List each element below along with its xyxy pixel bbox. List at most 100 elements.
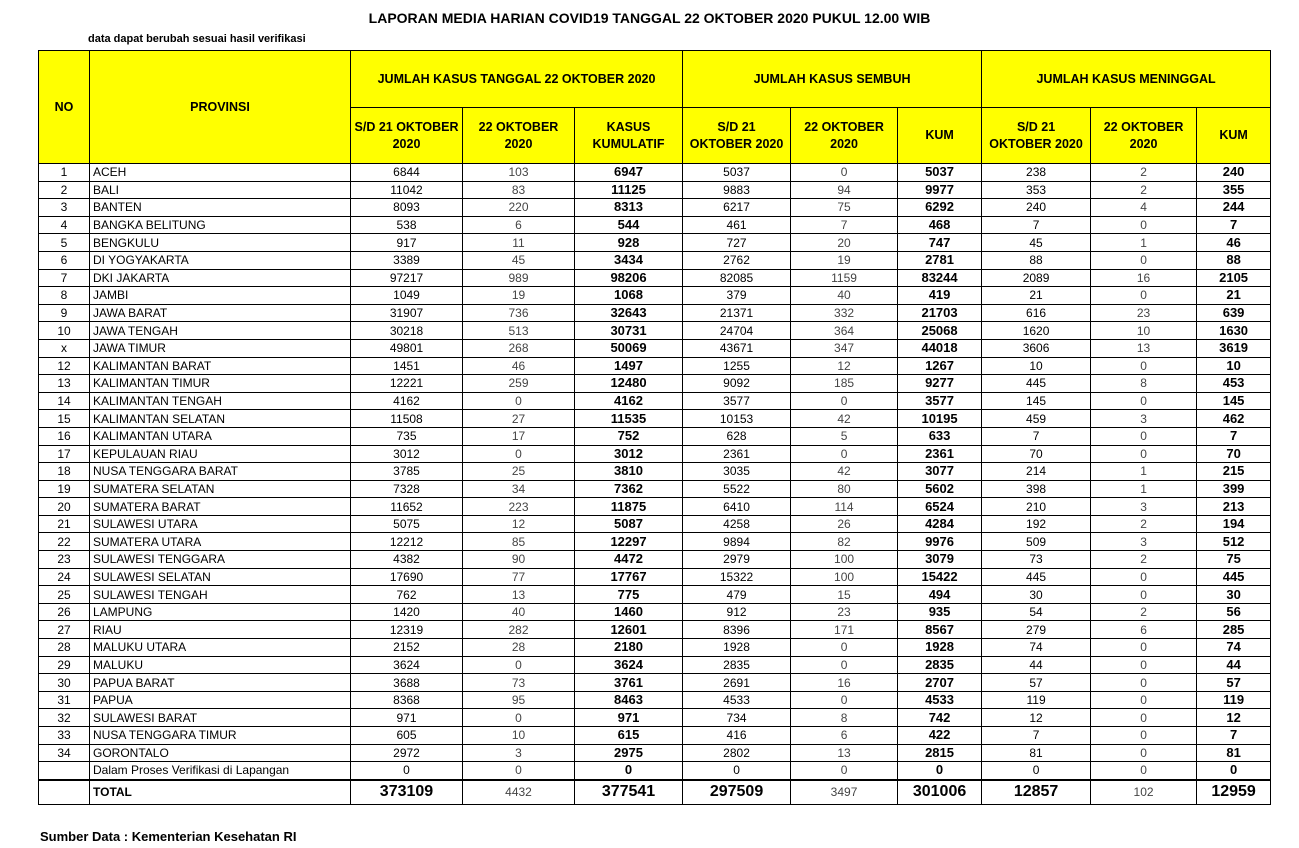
table-cell: 2 (1090, 514, 1198, 534)
table-cell: 0 (790, 655, 899, 675)
table-cell: 3688 (350, 673, 463, 692)
table-cell: 12601 (573, 620, 684, 640)
table-cell: 21371 (682, 303, 792, 323)
table-cell: 2089 (981, 268, 1092, 288)
table-cell: SUMATERA BARAT (89, 497, 351, 516)
table-cell: 1620 (981, 321, 1092, 340)
table-cell: 416 (682, 726, 792, 745)
table-cell: 6 (790, 726, 899, 745)
column-header: 22 OKTOBER 2020 (1090, 107, 1198, 164)
table-cell: 971 (350, 708, 463, 727)
table-cell: 1 (1090, 479, 1198, 499)
table-cell: 2 (1090, 180, 1198, 200)
table-cell: 95 (462, 690, 575, 710)
table-row: 13 KALIMANTAN TIMUR 12221 259 12480 9092 185 92… (38, 374, 1272, 393)
table-cell: 8368 (350, 690, 463, 710)
table-cell: SUMATERA SELATAN (89, 479, 351, 499)
table-cell: 28 (462, 638, 575, 657)
table-row: 32 SULAWESI BARAT 971 0 971 734 8 742 12 0 12 (38, 708, 1272, 727)
table-cell: 2180 (573, 638, 684, 657)
table-cell: 479 (682, 585, 792, 604)
table-cell: 2975 (573, 743, 684, 763)
table-cell: 513 (462, 321, 575, 340)
table-cell: 74 (981, 638, 1092, 657)
table-cell: 17 (38, 444, 90, 464)
table-cell: 4 (1090, 198, 1198, 217)
table-cell: 7 (1196, 215, 1272, 235)
table-row: 27 RIAU 12319 282 12601 8396 171 8567 279 6 285 (38, 620, 1272, 640)
table-row: 20 SUMATERA BARAT 11652 223 11875 6410 114 6524… (38, 497, 1272, 516)
table-cell: 8 (790, 708, 899, 727)
table-cell: 88 (1196, 250, 1272, 270)
table-cell: 7362 (573, 479, 684, 499)
table-cell: 10 (1196, 356, 1272, 376)
table-cell: 4 (38, 215, 90, 235)
table-cell: 3785 (350, 462, 463, 481)
table-cell: 0 (682, 761, 792, 781)
table-cell: 82085 (682, 268, 792, 288)
table-cell: 353 (981, 180, 1092, 200)
table-cell: 332 (790, 303, 899, 323)
table-cell: 5522 (682, 479, 792, 499)
table-cell: 24704 (682, 321, 792, 340)
table-cell: 2972 (350, 743, 463, 763)
table-cell: KALIMANTAN TENGAH (89, 391, 351, 411)
table-row: 14 KALIMANTAN TENGAH 4162 0 4162 3577 0 3577 145… (38, 391, 1272, 411)
table-cell: 4284 (897, 514, 983, 534)
table-cell: 9 (38, 303, 90, 323)
table-cell: 419 (897, 286, 983, 305)
table-cell: 10 (462, 726, 575, 745)
table-cell: 0 (1090, 761, 1198, 781)
table-cell: 11652 (350, 497, 463, 516)
table-cell: x (38, 338, 90, 358)
table-cell: 1 (38, 163, 90, 182)
table-cell: 445 (1196, 567, 1272, 587)
table-row: 9 JAWA BARAT 31907 736 32643 21371 332 21703 616… (38, 303, 1272, 323)
table-cell: 0 (1090, 426, 1198, 446)
table-cell: 1255 (682, 356, 792, 376)
table-cell: 9883 (682, 180, 792, 200)
table-cell: 2361 (682, 444, 792, 464)
table-cell: 7328 (350, 479, 463, 499)
table-cell: GORONTALO (89, 743, 351, 763)
table-cell: 0 (462, 391, 575, 411)
table-cell: 5087 (573, 514, 684, 534)
table-cell: 0 (573, 761, 684, 781)
table-cell: 223 (462, 497, 575, 516)
table-cell: 379 (682, 286, 792, 305)
table-cell: 1451 (350, 356, 463, 376)
table-cell: 11042 (350, 180, 463, 200)
table-cell: 0 (1090, 673, 1198, 692)
table-cell: 30 (1196, 585, 1272, 604)
table-cell: 12 (1196, 708, 1272, 727)
table-cell: 615 (573, 726, 684, 745)
table-row: 26 LAMPUNG 1420 40 1460 912 23 935 54 2 56 (38, 602, 1272, 622)
table-cell: 7 (790, 215, 899, 235)
table-cell: 633 (897, 426, 983, 446)
table-cell: 2691 (682, 673, 792, 692)
table-cell: PAPUA BARAT (89, 673, 351, 692)
table-cell: 10 (1090, 321, 1198, 340)
table-cell: 17 (462, 426, 575, 446)
table-row: 3 BANTEN 8093 220 8313 6217 75 6292 240 4 244 (38, 198, 1272, 217)
header-row: S/D 21 OKTOBER 2020 22 OKTOBER 2020 KASUS … (39, 107, 1272, 164)
table-cell: 29 (38, 655, 90, 675)
table-cell: 5075 (350, 514, 463, 534)
table-cell: 12319 (350, 620, 463, 640)
table-cell: 3389 (350, 250, 463, 270)
table-cell: 11 (462, 233, 575, 252)
table-cell: 16 (790, 673, 899, 692)
table-cell: MALUKU (89, 655, 351, 675)
table-cell: 21 (38, 514, 90, 534)
table-cell: 11125 (573, 180, 684, 200)
table-cell: 6 (38, 250, 90, 270)
table-cell: NUSA TENGGARA BARAT (89, 462, 351, 481)
table-row: 31 PAPUA 8368 95 8463 4533 0 4533 119 0 119 (38, 690, 1272, 710)
table-cell: 30 (38, 673, 90, 692)
table-cell: 12297 (573, 532, 684, 552)
column-header: KUM (1196, 107, 1272, 164)
table-cell: 0 (1090, 638, 1198, 657)
table-row: 18 NUSA TENGGARA BARAT 3785 25 3810 3035 42 307… (38, 462, 1272, 481)
table-cell: 8313 (573, 198, 684, 217)
table-cell: 3577 (682, 391, 792, 411)
